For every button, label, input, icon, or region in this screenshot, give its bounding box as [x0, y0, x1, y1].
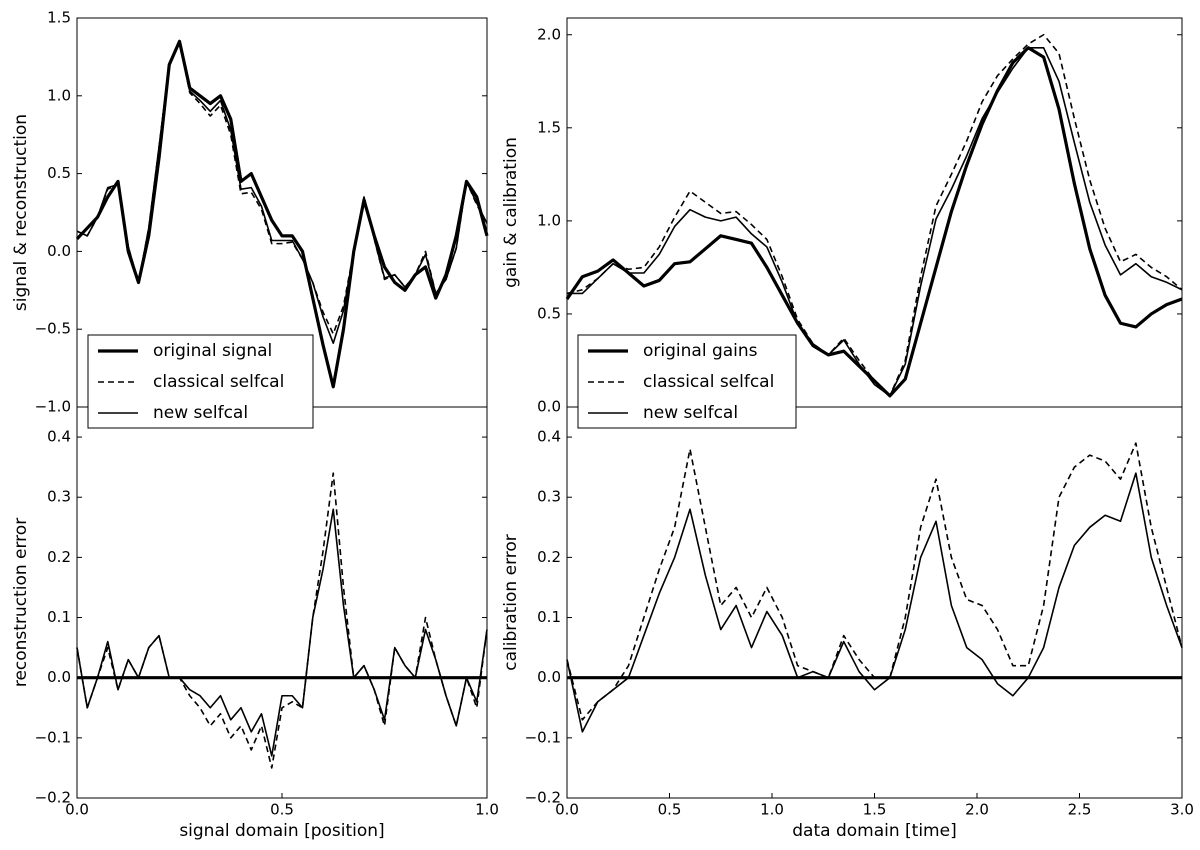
x-tick-label: 3.0	[1170, 801, 1194, 819]
y-tick-label: 0.0	[47, 668, 71, 686]
y-tick-label: 0.5	[47, 164, 71, 182]
x-tick-label: 1.5	[863, 801, 887, 819]
y-tick-label: 1.5	[47, 9, 71, 27]
legend: original signal classical selfcal new self…	[87, 334, 314, 429]
y-tick-label: 0.4	[537, 428, 561, 446]
plot-frame	[76, 406, 488, 799]
y-tick-label: 0.1	[537, 608, 561, 626]
y-tick-label: −1.0	[35, 398, 71, 416]
x-axis-label: data domain [time]	[792, 821, 956, 841]
legend: original gains classical selfcal new selfc…	[577, 334, 797, 429]
y-tick-label: −0.2	[525, 789, 561, 807]
y-tick-label: 0.3	[47, 488, 71, 506]
x-axis-label: signal domain [position]	[179, 821, 384, 841]
y-tick-label: 1.0	[537, 211, 561, 229]
x-tick-label: 0.0	[555, 801, 579, 819]
y-axis-label: calibration error	[501, 534, 521, 671]
y-tick-label: 1.5	[537, 118, 561, 136]
data-line	[76, 508, 488, 757]
y-tick-label: 0.0	[537, 668, 561, 686]
y-tick-label: 0.0	[537, 398, 561, 416]
x-tick-label: 0.0	[65, 801, 89, 819]
y-axis-label: signal & reconstruction	[11, 114, 31, 311]
x-tick-label: 0.5	[270, 801, 294, 819]
data-line	[76, 40, 488, 345]
x-tick-label: 2.5	[1068, 801, 1092, 819]
legend-label: classical selfcal	[643, 372, 774, 392]
data-line	[566, 33, 1183, 397]
data-line	[566, 442, 1183, 721]
y-tick-label: 0.1	[47, 608, 71, 626]
plot-frame	[566, 406, 1183, 799]
data-line	[75, 39, 489, 389]
x-tick-label: 1.0	[475, 801, 499, 819]
y-tick-label: 0.3	[537, 488, 561, 506]
y-tick-label: 0.4	[47, 428, 71, 446]
y-tick-label: 0.5	[537, 304, 561, 322]
data-line	[76, 40, 488, 335]
legend-label: original gains	[643, 341, 758, 361]
y-tick-label: 0.2	[47, 548, 71, 566]
y-tick-label: 1.0	[47, 86, 71, 104]
y-tick-label: −0.1	[525, 728, 561, 746]
data-line	[567, 46, 1183, 397]
legend-label: original signal	[153, 341, 272, 361]
data-line	[566, 472, 1183, 733]
panel: −0.2 −0.1 0.0 0.1 0.2 0.3 0.4 0.0 0.5 1.0 signal d…	[11, 406, 499, 841]
x-tick-label: 0.5	[658, 801, 682, 819]
y-axis-label: reconstruction error	[11, 518, 31, 687]
y-tick-label: −0.5	[35, 320, 71, 338]
legend-label: classical selfcal	[153, 372, 284, 392]
x-tick-label: 2.0	[965, 801, 989, 819]
y-tick-label: 0.2	[537, 548, 561, 566]
legend-label: new selfcal	[153, 403, 248, 423]
panel: −1.0 −0.5 0.0 0.5 1.0 1.5 signal & reconstruct…	[11, 9, 489, 416]
data-line	[76, 472, 488, 769]
legend-label: new selfcal	[643, 403, 738, 423]
y-tick-label: 0.0	[47, 242, 71, 260]
y-tick-label: −0.1	[35, 728, 71, 746]
panel: 0.0 0.5 1.0 1.5 2.0 gain & calibration	[501, 17, 1183, 416]
panel: −0.2 −0.1 0.0 0.1 0.2 0.3 0.4 0.0 0.5 1.0 1.5 2.0 2.…	[501, 406, 1194, 841]
x-tick-label: 1.0	[760, 801, 784, 819]
y-axis-label: gain & calibration	[501, 137, 521, 288]
y-tick-label: 2.0	[537, 25, 561, 43]
y-tick-label: −0.2	[35, 789, 71, 807]
